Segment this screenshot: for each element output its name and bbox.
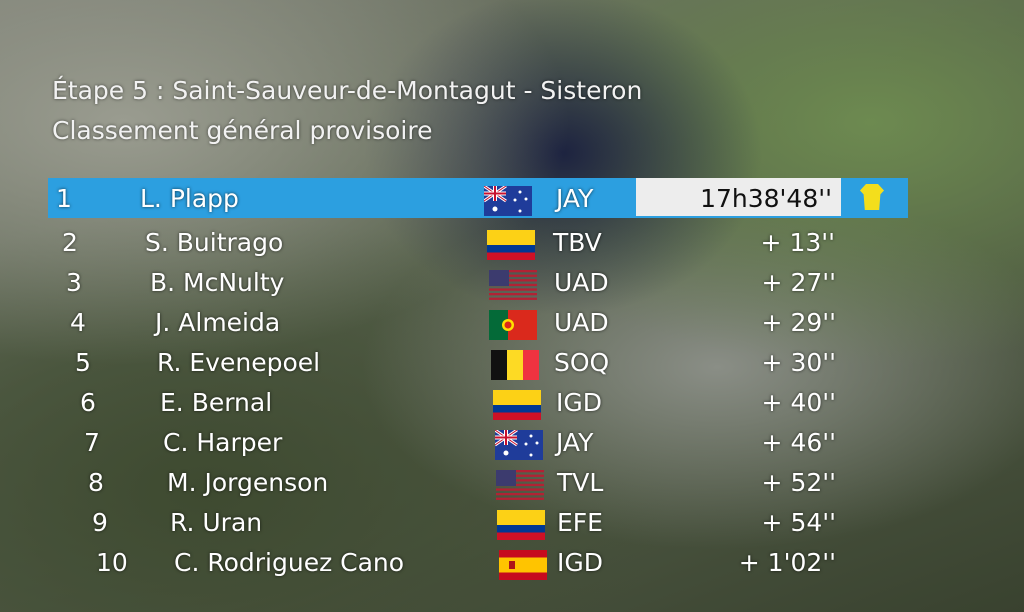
time-gap: + 54'' [761,508,836,537]
flag-col-icon [497,510,545,540]
rider-name: J. Almeida [155,308,281,337]
rider-name: R. Uran [170,508,263,537]
team-code: UAD [554,308,609,337]
time-gap: + 46'' [761,428,836,457]
flag-usa-icon [496,470,544,500]
time-gap: + 13'' [760,228,835,257]
time-gap: + 27'' [761,268,836,297]
flag-col-icon [493,390,541,420]
rank: 9 [92,508,108,537]
classification-title: Classement général provisoire [52,116,433,145]
time-gap: + 40'' [761,388,836,417]
table-row: 10 C. Rodriguez Cano IGD + 1'02'' [0,542,860,582]
rank: 6 [80,388,96,417]
team-code: TVL [557,468,604,497]
table-row: 3 B. McNulty UAD + 27'' [0,262,860,302]
time-gap: + 29'' [761,308,836,337]
team-code: EFE [557,508,603,537]
rider-name: C. Harper [163,428,283,457]
rank: 1 [56,184,72,213]
rider-name: C. Rodriguez Cano [174,548,405,577]
rank: 2 [62,228,78,257]
table-row: 5 R. Evenepoel SOQ + 30'' [0,342,860,382]
flag-usa-icon [489,270,537,300]
team-code: SOQ [554,348,610,377]
team-code: TBV [553,228,602,257]
flag-por-icon [489,310,537,340]
table-row: 6 E. Bernal IGD + 40'' [0,382,860,422]
team-code: JAY [556,428,594,457]
rank: 5 [75,348,91,377]
rider-name: S. Buitrago [145,228,284,257]
table-row: 2 S. Buitrago TBV + 13'' [0,222,860,262]
flag-esp-icon [499,550,547,580]
table-row: 9 R. Uran EFE + 54'' [0,502,860,542]
team-code: JAY [556,184,594,213]
rank: 7 [84,428,100,457]
rank: 8 [88,468,104,497]
table-row: 4 J. Almeida UAD + 29'' [0,302,860,342]
rider-name: R. Evenepoel [157,348,321,377]
table-row: 8 M. Jorgenson TVL + 52'' [0,462,860,502]
rider-name: M. Jorgenson [167,468,329,497]
rank: 3 [66,268,82,297]
team-code: IGD [557,548,603,577]
time-gap: 17h38'48'' [700,184,832,213]
flag-aus-icon [484,186,532,216]
flag-bel-icon [491,350,539,380]
yellow-jersey-icon [860,184,884,210]
table-row: 7 C. Harper JAY + 46'' [0,422,860,462]
stage-title: Étape 5 : Saint-Sauveur-de-Montagut - Si… [52,76,643,105]
time-gap: + 1'02'' [738,548,836,577]
time-box [636,178,841,216]
team-code: UAD [554,268,609,297]
leader-row: 1 L. Plapp JAY 17h38'48'' [48,178,908,218]
rank: 4 [70,308,86,337]
rider-name: L. Plapp [140,184,239,213]
flag-col-icon [487,230,535,260]
flag-aus-icon [495,430,543,460]
rider-name: E. Bernal [160,388,273,417]
rider-name: B. McNulty [150,268,285,297]
rank: 10 [96,548,128,577]
time-gap: + 52'' [761,468,836,497]
team-code: IGD [556,388,602,417]
time-gap: + 30'' [761,348,836,377]
